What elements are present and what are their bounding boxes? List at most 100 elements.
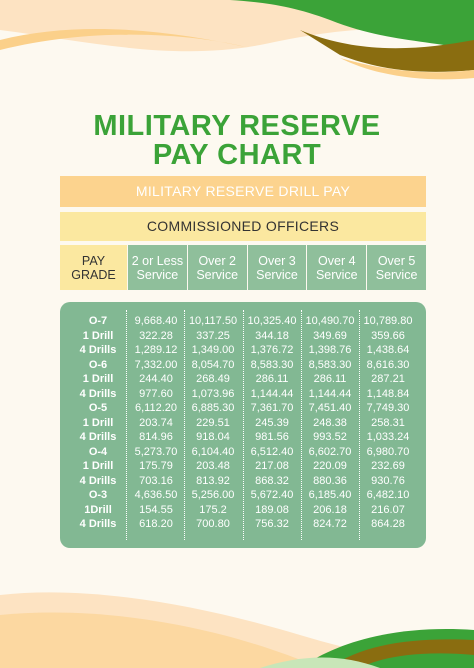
cell: 206.18 (313, 503, 347, 516)
cell: 6,602.70 (308, 445, 352, 458)
row-label: O-3 (88, 489, 108, 501)
cell: 930.76 (371, 474, 405, 487)
cell: 8,583.30 (308, 358, 352, 371)
cell: 286.11 (255, 373, 289, 385)
cell: 868.32 (255, 474, 289, 487)
row-label: 4 Drills (79, 387, 117, 400)
cell: 918.04 (196, 431, 230, 443)
cell: 203.48 (196, 460, 230, 472)
title: MILITARY RESERVE (93, 110, 381, 142)
cell: 981.56 (255, 431, 289, 443)
cell: 9,668.40 (134, 315, 178, 327)
cell: 268.49 (196, 373, 230, 385)
cell: 1,144.44 (250, 387, 294, 400)
row-label: 1 Drill (82, 329, 114, 342)
cell: 6,104.40 (191, 445, 235, 458)
header-cell: Over 4 Service (306, 245, 367, 290)
cell: 6,185.40 (308, 489, 352, 501)
row-label: 1Drill (84, 503, 112, 516)
cell: 244.40 (139, 373, 173, 385)
cell: 245.39 (255, 416, 289, 429)
cell: 880.36 (313, 474, 347, 487)
cell: 175.79 (139, 460, 173, 472)
cell: 5,256.00 (191, 489, 235, 501)
cell: 7,361.70 (250, 402, 294, 414)
cell: 5,672.40 (250, 489, 294, 501)
cell: 216.07 (371, 503, 405, 516)
cell: 154.55 (139, 503, 173, 516)
row-label: O-7 (88, 315, 108, 327)
column-separator (359, 310, 360, 540)
header-cell: 2 or Less Service (127, 245, 187, 290)
cell: 1,073.96 (191, 387, 235, 400)
cell: 7,749.30 (366, 402, 410, 414)
bottom-decoration (0, 592, 474, 668)
cell: 220.09 (313, 460, 347, 472)
row-label: 4 Drills (79, 344, 117, 356)
cell: 7,451.40 (308, 402, 352, 414)
cell: 287.21 (371, 373, 405, 385)
cell: 229.51 (196, 416, 230, 429)
cell: 993.52 (313, 431, 347, 443)
cell: 1,438.64 (366, 344, 410, 356)
header-cell: PAY GRADE (60, 245, 127, 290)
cell: 6,112.20 (134, 402, 177, 414)
cell: 703.16 (139, 474, 173, 487)
cell: 1,376.72 (250, 344, 294, 356)
cell: 700.80 (196, 518, 230, 530)
cell: 824.72 (313, 518, 347, 530)
column-separator (184, 310, 185, 540)
row-label: O-6 (88, 358, 108, 371)
row-label: O-4 (88, 445, 108, 458)
header-cell: Over 3 Service (246, 245, 307, 290)
cell: 1,398.76 (308, 344, 352, 356)
cell: 813.92 (196, 474, 230, 487)
cell: 5,273.70 (134, 445, 178, 458)
cell: 203.74 (139, 416, 173, 429)
cell: 8,054.70 (191, 358, 235, 371)
cell: 175.2 (199, 503, 227, 516)
row-label: O-5 (88, 402, 108, 414)
cell: 8,616.30 (366, 358, 410, 371)
cell: 258.31 (371, 416, 405, 429)
cell: 618.20 (139, 518, 173, 530)
cell: 10,490.70 (305, 315, 355, 327)
header-cell: Over 5 Service (366, 245, 426, 290)
cell: 7,332.00 (134, 358, 178, 371)
cell: 977.60 (139, 387, 173, 400)
column-separator (243, 310, 244, 540)
cell: 1,349.00 (191, 344, 235, 356)
cell: 286.11 (313, 373, 347, 385)
row-label: 4 Drills (79, 518, 117, 530)
cell: 756.32 (255, 518, 289, 530)
subbanner: COMMISSIONED OFFICERS (60, 212, 426, 241)
cell: 864.28 (371, 518, 405, 530)
cell: 1,033.24 (366, 431, 410, 443)
cell: 10,789.80 (363, 315, 413, 327)
row-label: 1 Drill (82, 373, 114, 385)
banner: MILITARY RESERVE DRILL PAY (60, 176, 426, 207)
cell: 217.08 (255, 460, 289, 472)
cell: 10,325.40 (247, 315, 297, 327)
cell: 337.25 (196, 329, 230, 342)
cell: 1,289.12 (134, 344, 178, 356)
cell: 4,636.50 (134, 489, 178, 501)
table-header: PAY GRADE 2 or Less Service Over 2 Service… (60, 245, 426, 290)
row-label: 1 Drill (82, 460, 114, 472)
row-label: 1 Drill (82, 416, 114, 429)
cell: 248.38 (313, 416, 347, 429)
cell: 10,117.50 (188, 315, 238, 327)
cell: 232.69 (371, 460, 405, 472)
cell: 1,144.44 (308, 387, 352, 400)
top-decoration (0, 0, 474, 80)
cell: 322.28 (139, 329, 173, 342)
cell: 8,583.30 (250, 358, 294, 371)
cell: 6,885.30 (191, 402, 235, 414)
row-label: 4 Drills (79, 474, 117, 487)
title: PAY CHART (152, 139, 322, 171)
cell: 349.69 (313, 329, 347, 342)
cell: 1,148.84 (366, 387, 410, 400)
column-separator (126, 310, 127, 540)
cell: 6,482.10 (366, 489, 410, 501)
